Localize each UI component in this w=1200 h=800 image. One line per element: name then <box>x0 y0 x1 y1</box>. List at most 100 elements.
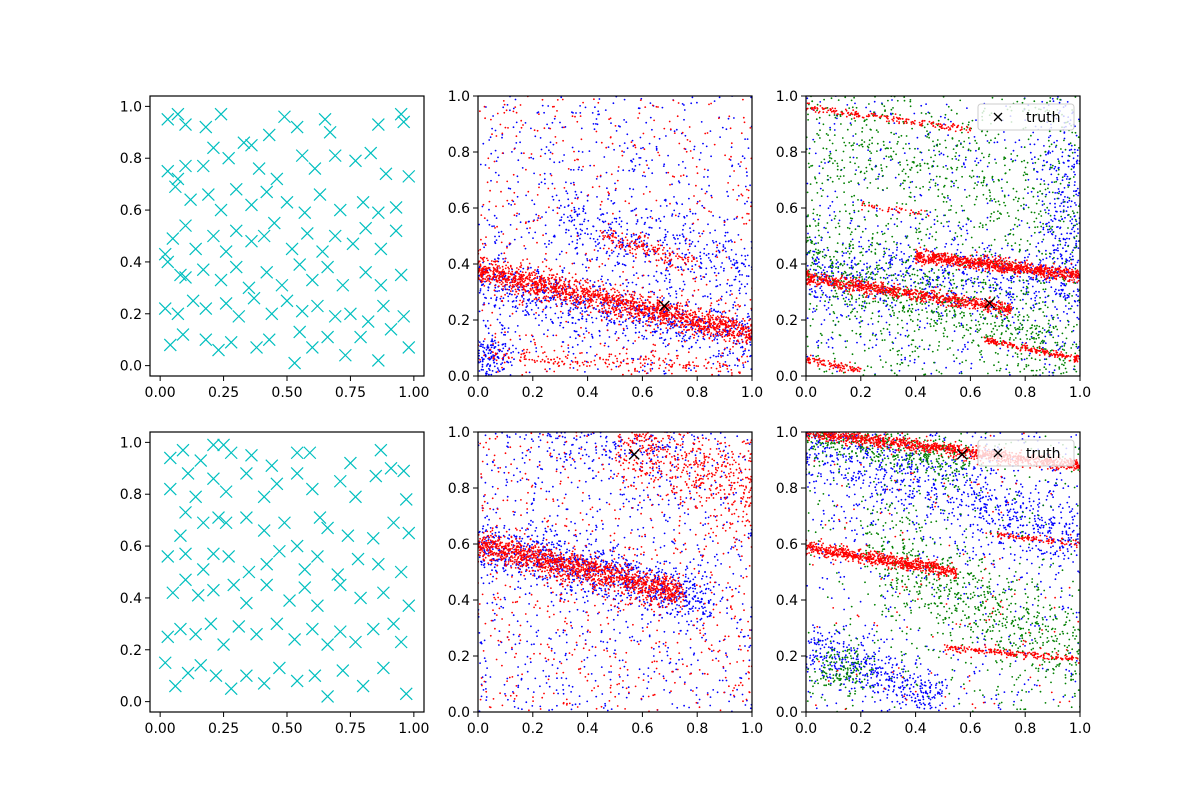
point <box>574 273 577 276</box>
point <box>703 365 706 367</box>
point <box>957 224 960 227</box>
point <box>517 268 520 271</box>
point <box>606 294 608 296</box>
point <box>664 314 667 317</box>
point <box>593 249 596 251</box>
point <box>946 266 949 268</box>
point <box>676 248 679 250</box>
point <box>598 242 601 244</box>
point <box>668 247 671 250</box>
point <box>576 293 579 296</box>
x-marker <box>207 229 220 243</box>
point <box>507 127 509 129</box>
point <box>636 308 639 311</box>
point <box>567 168 570 170</box>
point <box>941 272 944 274</box>
point <box>522 259 524 261</box>
point <box>641 308 644 311</box>
point <box>567 284 570 286</box>
point <box>608 254 611 257</box>
point <box>731 293 733 295</box>
point <box>483 338 486 340</box>
point <box>510 204 513 206</box>
point <box>568 243 571 246</box>
point <box>716 338 719 341</box>
point <box>1012 306 1015 309</box>
point <box>704 295 706 297</box>
point <box>888 254 890 257</box>
point <box>579 312 582 314</box>
point <box>729 352 731 355</box>
point <box>745 222 748 225</box>
point <box>837 266 840 268</box>
point <box>688 347 691 350</box>
point <box>816 262 819 265</box>
point <box>960 292 963 295</box>
point <box>666 231 669 233</box>
point <box>700 121 703 123</box>
point <box>644 323 647 325</box>
point <box>680 266 682 268</box>
point <box>670 317 673 320</box>
point <box>638 309 641 311</box>
x-marker <box>397 309 411 323</box>
point <box>552 290 555 293</box>
x-marker <box>275 278 289 292</box>
point <box>581 263 584 266</box>
point <box>506 104 509 106</box>
point <box>610 321 613 324</box>
point <box>624 303 627 305</box>
point <box>648 283 651 285</box>
point <box>641 243 643 246</box>
point <box>555 194 558 197</box>
x-marker <box>336 278 350 292</box>
x-marker <box>285 242 299 256</box>
point <box>695 341 697 344</box>
point <box>578 281 581 284</box>
point <box>637 312 640 315</box>
point <box>647 274 650 277</box>
point <box>601 232 603 234</box>
point <box>483 217 486 220</box>
point <box>585 299 588 302</box>
point <box>684 134 687 137</box>
y-tick-label: 0.8 <box>448 145 470 161</box>
point <box>538 314 540 317</box>
point <box>664 367 667 369</box>
point <box>615 301 618 303</box>
point <box>682 236 685 238</box>
point <box>589 164 592 167</box>
point <box>539 155 542 158</box>
point <box>642 296 644 298</box>
x-marker <box>338 348 352 362</box>
point <box>686 303 688 306</box>
point <box>817 271 820 274</box>
point <box>612 294 615 296</box>
point <box>724 322 727 325</box>
point <box>496 367 499 369</box>
point <box>547 287 550 290</box>
point <box>669 202 671 205</box>
point <box>567 205 570 207</box>
point <box>589 285 591 288</box>
point <box>698 232 700 235</box>
point <box>483 278 485 280</box>
point <box>620 323 622 326</box>
point <box>740 346 742 349</box>
point <box>584 311 586 313</box>
point <box>605 299 608 302</box>
point <box>560 96 563 99</box>
point <box>503 111 506 114</box>
point <box>504 331 506 334</box>
point <box>638 371 641 373</box>
point <box>1076 304 1079 307</box>
point <box>621 150 623 153</box>
point <box>501 132 504 135</box>
point <box>673 236 675 239</box>
point <box>618 352 621 355</box>
point <box>496 280 499 282</box>
point <box>532 220 535 223</box>
x-marker <box>394 107 408 121</box>
point <box>522 291 525 294</box>
point <box>497 257 500 260</box>
